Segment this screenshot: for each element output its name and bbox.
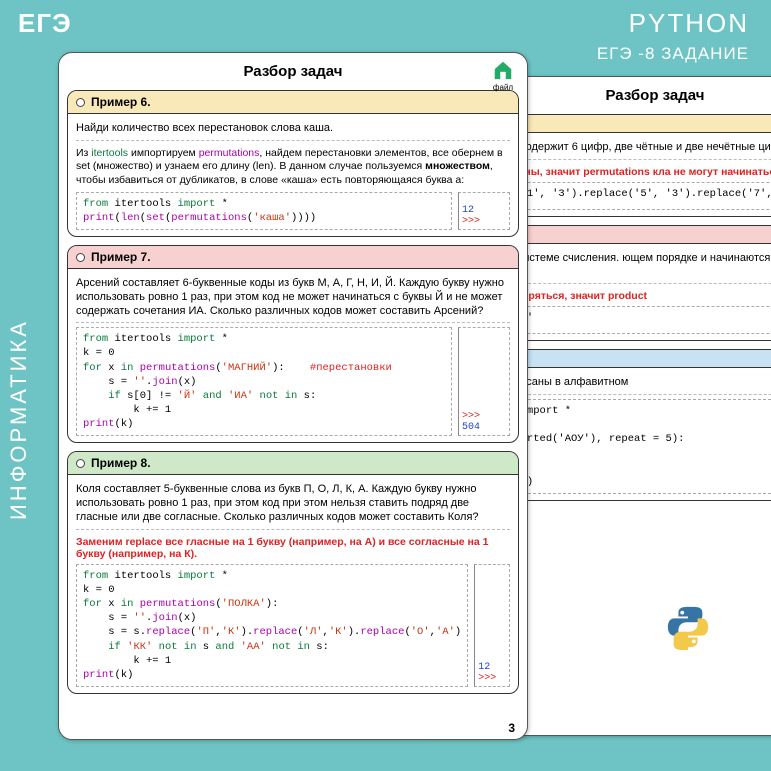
code-block: from itertools import * k = 0 for x in p… (76, 327, 452, 436)
example-7: Пример 7. Арсений составляет 6-буквенные… (67, 245, 519, 443)
example-title: Пример 6. (91, 95, 151, 109)
header-right: PYTHON (629, 8, 749, 39)
page-3: Разбор задач файл Пример 6. Найди количе… (58, 52, 528, 740)
page-title: Разбор задач (59, 53, 527, 86)
header-sub: ЕГЭ -8 ЗАДАНИЕ (597, 44, 749, 64)
output: 12>>> (474, 564, 510, 687)
task-text: Коля составляет 5-буквенные слова из бук… (76, 481, 510, 529)
file-icon[interactable]: файл (487, 59, 519, 92)
example-6: Пример 6. Найди количество всех перестан… (67, 90, 519, 237)
file-label: файл (487, 83, 519, 92)
example-header: Пример 6. (68, 91, 518, 114)
code-block: from itertools import * print(len(set(pe… (76, 192, 452, 230)
header-left: ЕГЭ (18, 8, 72, 39)
side-label: ИНФОРМАТИКА (6, 319, 32, 520)
example-header: Пример 8. (68, 452, 518, 475)
code-block: from itertools import * k = 0 for x in p… (76, 564, 468, 687)
example-header: Пример 7. (68, 246, 518, 269)
example-8: Пример 8. Коля составляет 5-буквенные сл… (67, 451, 519, 694)
example-title: Пример 7. (91, 250, 151, 264)
red-note: Заменим replace все гласные на 1 букву (… (76, 534, 510, 564)
output: >>>504 (458, 327, 510, 436)
task-text: Найди количество всех перестановок слова… (76, 120, 510, 141)
example-title: Пример 8. (91, 456, 151, 470)
output: 12>>> (458, 192, 510, 230)
python-logo-icon (665, 604, 711, 653)
page-number: 3 (508, 721, 515, 735)
note-text: Из itertools импортируем permutations, н… (76, 145, 510, 192)
task-text: Арсений составляет 6-буквенные коды из б… (76, 275, 510, 323)
